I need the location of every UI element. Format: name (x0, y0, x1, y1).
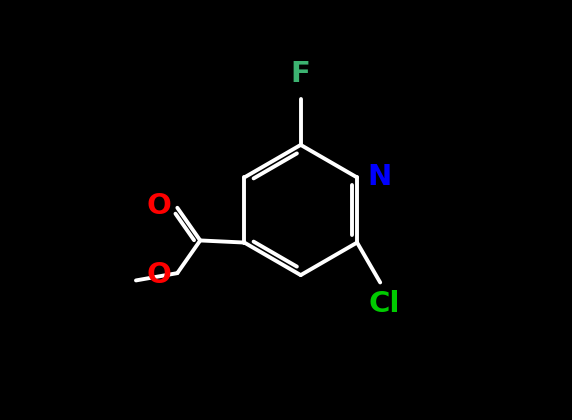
Text: N: N (368, 163, 392, 192)
Text: F: F (291, 60, 311, 88)
Text: Cl: Cl (368, 290, 400, 318)
Text: O: O (146, 192, 171, 220)
Text: O: O (146, 261, 171, 289)
